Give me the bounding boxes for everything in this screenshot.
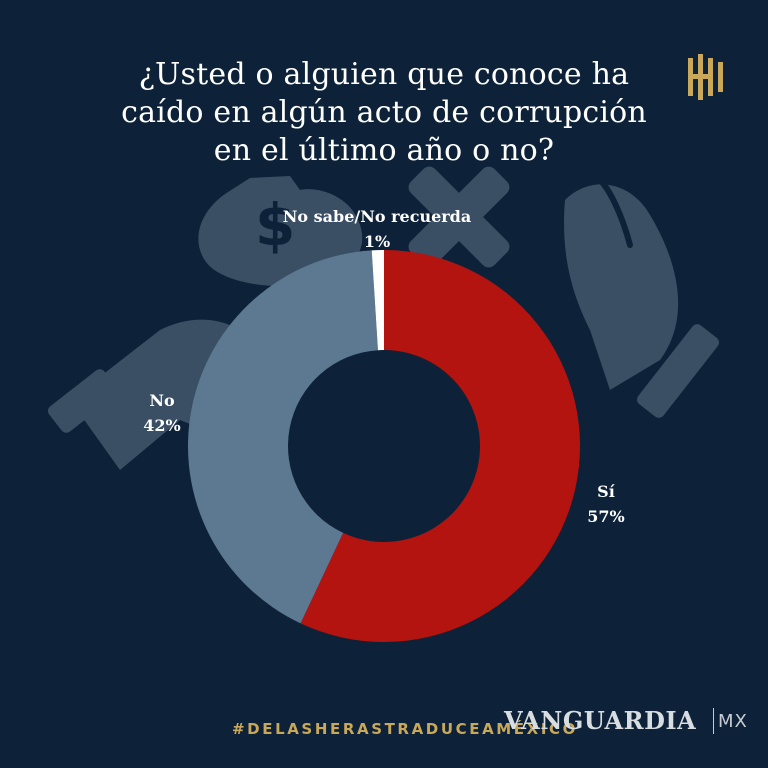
slice-label-no-sabe-name: No sabe/No recuerda [283,207,471,226]
donut-slice-0 [300,250,580,642]
money-bag-icon: $ [198,176,363,287]
title-line-2: caído en algún acto de corrupción [121,95,647,130]
title-line-3: en el último año o no? [213,133,555,168]
donut-slice-2 [371,250,384,351]
title-line-1: ¿Usted o alguien que conoce ha [138,57,630,92]
brand-divider [713,708,714,734]
hashtag: #DELASHERASTRADUCEAMÉXICO [232,720,578,738]
brand-logo-icon [688,54,723,100]
donut-slice-1 [187,250,378,624]
slice-label-no-name: No [149,391,175,410]
x-mark-icon [408,166,510,268]
brand-suffix: MX [718,711,748,732]
donut-slices [187,250,580,642]
slice-label-no-value: 42% [143,416,180,435]
slice-label-si-name: Sí [597,482,615,501]
svg-text:$: $ [255,191,295,259]
brand-name: VANGUARDIA [504,706,697,735]
slice-label-si-value: 57% [587,507,624,526]
page-title: ¿Usted o alguien que conoce ha caído en … [84,56,684,170]
slice-label-no-sabe-value: 1% [364,232,390,251]
